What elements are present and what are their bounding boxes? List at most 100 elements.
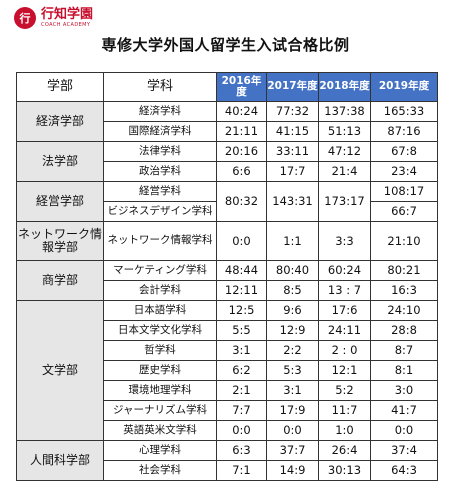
table-row: 日本文学文化学科 5:5 12:9 24:11 28:8	[17, 320, 438, 341]
page-title: 専修大学外国人留学生入试合格比例	[101, 36, 350, 54]
subject-cell: 歴史学科	[103, 360, 217, 381]
value-cell: 173:17	[318, 181, 371, 222]
logo-seal-icon: 行	[14, 7, 36, 29]
value-cell: 0:0	[216, 221, 267, 261]
department-cell: 人間科学部	[16, 440, 104, 481]
value-cell: 7:1	[216, 460, 267, 481]
value-cell: 37:4	[370, 440, 438, 461]
value-cell: 80:32	[216, 181, 267, 222]
department-cell: 文学部	[16, 300, 104, 441]
value-cell: 48:44	[216, 260, 267, 281]
subject-cell: 法律学科	[103, 141, 217, 162]
subject-cell: マーケティング学科	[103, 260, 217, 281]
value-cell: 47:12	[318, 141, 371, 162]
table-row: 社会学科 7:1 14:9 30:13 64:3	[17, 460, 438, 481]
subject-cell: 日本文学文化学科	[103, 320, 217, 341]
admission-table: 学部 学科 2016年度 2017年度 2018年度 2019年度 経済学部 経済…	[16, 72, 438, 481]
value-cell: 6:3	[216, 440, 267, 461]
subject-cell: 環境地理学科	[103, 380, 217, 401]
value-cell: 12:9	[266, 320, 319, 341]
value-cell: 0:0	[266, 420, 319, 441]
table-row: 文学部 日本語学科 12:5 9:6 17:6 24:10	[16, 300, 438, 441]
value-cell: 1:0	[318, 420, 371, 441]
subject-cell: 政治学科	[103, 161, 217, 182]
value-cell: 87:16	[370, 121, 438, 142]
table-body: 経済学部 経済学科 40:24 77:32 137:38 165:33 国際経済学科 21:1…	[16, 101, 438, 481]
value-cell: 51:13	[318, 121, 371, 142]
department-cell: 法学部	[16, 141, 104, 182]
value-cell: 17:6	[318, 300, 371, 321]
value-cell: 143:31	[266, 181, 319, 222]
header-dept: 学部	[16, 72, 104, 102]
value-cell: 137:38	[318, 101, 371, 122]
value-cell: 80:21	[370, 260, 438, 281]
value-cell: 12:5	[216, 300, 267, 321]
value-cell: 80:40	[266, 260, 319, 281]
value-cell: 64:3	[370, 460, 438, 481]
value-cell: 12:11	[216, 280, 267, 301]
value-cell: 108:17	[370, 181, 438, 202]
header-year: 2017年度	[266, 72, 319, 102]
value-cell: 3:3	[318, 221, 371, 261]
table-row: 経営学部 経営学科 80:32 143:31 173:17 108:17	[16, 181, 438, 222]
value-cell: 0:0	[216, 420, 267, 441]
value-cell: 33:11	[266, 141, 319, 162]
table-row: 法学部 法律学科 20:16 33:11 47:12 67:8	[16, 141, 438, 182]
subject-cell: 英語英米文学科	[103, 420, 217, 441]
value-cell: 11:7	[318, 400, 371, 421]
value-cell: 30:13	[318, 460, 371, 481]
value-cell: 2 : 0	[318, 340, 371, 361]
table-row: 国際経済学科 21:11 41:15 51:13 87:16	[17, 121, 438, 142]
table-row: ネットワーク情報学部 ネットワーク情報学科 0:0 1:1 3:3 21:10	[16, 221, 438, 261]
value-cell: 5:2	[318, 380, 371, 401]
value-cell: 60:24	[318, 260, 371, 281]
value-cell: 2:2	[266, 340, 319, 361]
value-cell: 165:33	[370, 101, 438, 122]
logo-subtitle: COACH ACADEMY	[41, 22, 91, 28]
value-cell: 77:32	[266, 101, 319, 122]
value-cell: 41:15	[266, 121, 319, 142]
value-cell: 7:7	[216, 400, 267, 421]
value-cell: 24:10	[370, 300, 438, 321]
subject-cell: ビジネスデザイン学科	[103, 201, 217, 222]
table-header-row: 学部 学科 2016年度 2017年度 2018年度 2019年度	[16, 72, 438, 102]
subject-cell: 会計学科	[103, 280, 217, 301]
header-year: 2018年度	[318, 72, 371, 102]
value-cell: 3:1	[266, 380, 319, 401]
subject-cell: 心理学科	[103, 440, 217, 461]
value-cell: 6:6	[216, 161, 267, 182]
value-cell: 8:7	[370, 340, 438, 361]
value-cell: 24:11	[318, 320, 371, 341]
logo-name: 行知学園	[41, 7, 94, 22]
value-cell: 2:1	[216, 380, 267, 401]
value-cell: 21:11	[216, 121, 267, 142]
value-cell: 8:1	[370, 360, 438, 381]
value-cell: 37:7	[266, 440, 319, 461]
header-year: 2019年度	[370, 72, 438, 102]
subject-cell: 経済学科	[103, 101, 217, 122]
value-cell: 40:24	[216, 101, 267, 122]
value-cell: 1:1	[266, 221, 319, 261]
value-cell: 0:0	[370, 420, 438, 441]
value-cell: 12:1	[318, 360, 371, 381]
logo-text: 行知学園 COACH ACADEMY	[41, 8, 93, 28]
header-subject: 学科	[103, 72, 217, 102]
value-cell: 14:9	[266, 460, 319, 481]
value-cell: 23:4	[370, 161, 438, 182]
logo: 行 行知学園 COACH ACADEMY	[14, 5, 93, 31]
value-cell: 41:7	[370, 400, 438, 421]
subject-cell: 社会学科	[103, 460, 217, 481]
department-cell: 商学部	[16, 260, 104, 301]
department-cell: 経済学部	[16, 101, 104, 142]
value-cell: 3:0	[370, 380, 438, 401]
value-cell: 8:5	[266, 280, 319, 301]
table-row: 人間科学部 心理学科 6:3 37:7 26:4 37:4	[16, 440, 438, 481]
value-cell: 26:4	[318, 440, 371, 461]
value-cell: 28:8	[370, 320, 438, 341]
subject-cell: 哲学科	[103, 340, 217, 361]
subject-cell: 日本語学科	[103, 300, 217, 321]
value-cell: 20:16	[216, 141, 267, 162]
value-cell: 66:7	[370, 201, 438, 222]
value-cell: 13 : 7	[318, 280, 371, 301]
subject-cell: ネットワーク情報学科	[103, 221, 217, 261]
